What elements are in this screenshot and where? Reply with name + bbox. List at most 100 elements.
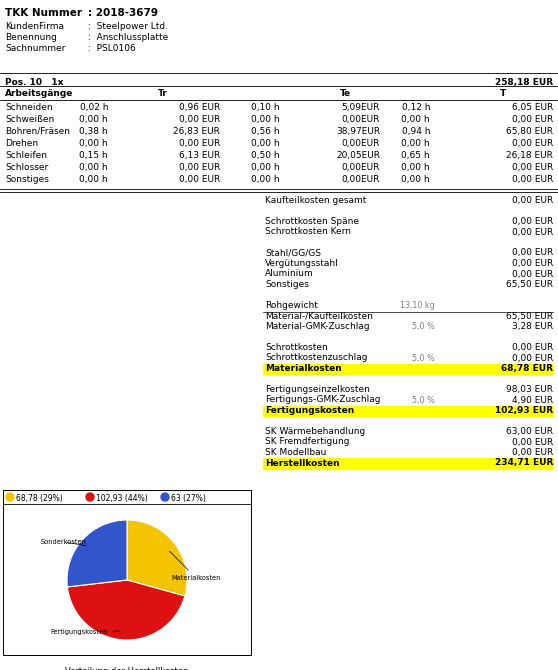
Text: Schrottkosten Späne: Schrottkosten Späne bbox=[265, 217, 359, 226]
Text: 0,00 EUR: 0,00 EUR bbox=[512, 438, 553, 446]
Text: 0,00 EUR: 0,00 EUR bbox=[512, 269, 553, 279]
Text: TKK Nummer: TKK Nummer bbox=[5, 8, 82, 18]
Text: 5,0 %: 5,0 % bbox=[412, 354, 435, 362]
Text: SK Modellbau: SK Modellbau bbox=[265, 448, 326, 457]
Text: Fertigungs-GMK-Zuschlag: Fertigungs-GMK-Zuschlag bbox=[265, 395, 381, 405]
Text: 6,05 EUR: 6,05 EUR bbox=[512, 103, 553, 112]
Text: Sonstiges: Sonstiges bbox=[265, 280, 309, 289]
Text: 0,02 h: 0,02 h bbox=[79, 103, 108, 112]
Text: Materialkosten: Materialkosten bbox=[265, 364, 341, 373]
Text: 0,65 h: 0,65 h bbox=[401, 151, 430, 160]
Wedge shape bbox=[67, 520, 127, 587]
Text: Material-GMK-Zuschlag: Material-GMK-Zuschlag bbox=[265, 322, 369, 331]
Text: Stahl/GG/GS: Stahl/GG/GS bbox=[265, 249, 321, 257]
Text: 0,00 EUR: 0,00 EUR bbox=[512, 196, 553, 205]
Text: 3,28 EUR: 3,28 EUR bbox=[512, 322, 553, 331]
Text: 0,00 h: 0,00 h bbox=[79, 139, 108, 148]
Text: 102,93 EUR: 102,93 EUR bbox=[495, 406, 553, 415]
Text: 0,00 h: 0,00 h bbox=[401, 163, 430, 172]
Text: Schleifen: Schleifen bbox=[5, 151, 47, 160]
Text: 102,93 (44%): 102,93 (44%) bbox=[96, 494, 148, 502]
Text: 68,78 (29%): 68,78 (29%) bbox=[16, 494, 62, 502]
Text: Tr: Tr bbox=[158, 89, 168, 98]
Text: 0,96 EUR: 0,96 EUR bbox=[179, 103, 220, 112]
Text: 234,71 EUR: 234,71 EUR bbox=[494, 458, 553, 468]
Text: Sachnummer: Sachnummer bbox=[5, 44, 65, 53]
Text: 0,00 h: 0,00 h bbox=[79, 175, 108, 184]
Text: 0,00EUR: 0,00EUR bbox=[341, 115, 380, 124]
Text: T: T bbox=[500, 89, 506, 98]
Text: 5,0 %: 5,0 % bbox=[412, 395, 435, 405]
Text: 0,00 EUR: 0,00 EUR bbox=[512, 139, 553, 148]
Text: 0,00 h: 0,00 h bbox=[251, 139, 280, 148]
Text: 0,00 h: 0,00 h bbox=[401, 175, 430, 184]
Text: 0,00 h: 0,00 h bbox=[251, 175, 280, 184]
Text: SK Wärmebehandlung: SK Wärmebehandlung bbox=[265, 427, 365, 436]
Text: KundenFirma: KundenFirma bbox=[5, 22, 64, 31]
Text: Drehen: Drehen bbox=[5, 139, 38, 148]
Text: 0,56 h: 0,56 h bbox=[251, 127, 280, 136]
Text: 0,00EUR: 0,00EUR bbox=[341, 139, 380, 148]
Text: : 2018-3679: : 2018-3679 bbox=[88, 8, 158, 18]
Text: Verteilung der Herstellkosten: Verteilung der Herstellkosten bbox=[65, 667, 189, 670]
Text: 0,00 h: 0,00 h bbox=[251, 115, 280, 124]
Text: Kaufteilkosten gesamt: Kaufteilkosten gesamt bbox=[265, 196, 367, 205]
Text: Benennung: Benennung bbox=[5, 33, 57, 42]
Text: 0,94 h: 0,94 h bbox=[402, 127, 430, 136]
Text: :  Steelpower Ltd.: : Steelpower Ltd. bbox=[88, 22, 168, 31]
Text: 0,00 EUR: 0,00 EUR bbox=[512, 115, 553, 124]
Text: Te: Te bbox=[339, 89, 350, 98]
Text: Sonderkosten: Sonderkosten bbox=[41, 539, 87, 545]
Text: 5,09EUR: 5,09EUR bbox=[341, 103, 380, 112]
Circle shape bbox=[86, 493, 94, 501]
Text: 0,00 EUR: 0,00 EUR bbox=[512, 249, 553, 257]
Text: 0,00 EUR: 0,00 EUR bbox=[512, 228, 553, 237]
Text: 0,00EUR: 0,00EUR bbox=[341, 163, 380, 172]
Text: Schneiden: Schneiden bbox=[5, 103, 52, 112]
Text: 0,00EUR: 0,00EUR bbox=[341, 175, 380, 184]
Text: Rohgewicht: Rohgewicht bbox=[265, 301, 318, 310]
Text: Fertigungskosten: Fertigungskosten bbox=[50, 629, 121, 635]
Text: Vergütungsstahl: Vergütungsstahl bbox=[265, 259, 339, 268]
Bar bbox=[263, 405, 553, 416]
Text: 0,00 EUR: 0,00 EUR bbox=[512, 448, 553, 457]
Text: Schlosser: Schlosser bbox=[5, 163, 48, 172]
Text: :  Anschlussplatte: : Anschlussplatte bbox=[88, 33, 169, 42]
Text: Sonstiges: Sonstiges bbox=[5, 175, 49, 184]
Text: 20,05EUR: 20,05EUR bbox=[336, 151, 380, 160]
Text: 0,12 h: 0,12 h bbox=[402, 103, 430, 112]
Text: 0,00 EUR: 0,00 EUR bbox=[512, 354, 553, 362]
Text: :  PSL0106: : PSL0106 bbox=[88, 44, 136, 53]
Text: Schrottkosten: Schrottkosten bbox=[265, 343, 328, 352]
Wedge shape bbox=[127, 520, 187, 596]
Text: 98,03 EUR: 98,03 EUR bbox=[506, 385, 553, 394]
Bar bbox=[263, 364, 553, 374]
Text: 0,50 h: 0,50 h bbox=[251, 151, 280, 160]
Bar bbox=[263, 458, 553, 468]
Text: 26,18 EUR: 26,18 EUR bbox=[506, 151, 553, 160]
Text: Material-/Kaufteilkosten: Material-/Kaufteilkosten bbox=[265, 312, 373, 320]
Text: 38,97EUR: 38,97EUR bbox=[336, 127, 380, 136]
Text: 0,00 h: 0,00 h bbox=[401, 115, 430, 124]
Circle shape bbox=[6, 493, 14, 501]
Text: Schrottkosten Kern: Schrottkosten Kern bbox=[265, 228, 351, 237]
Text: Pos. 10   1x: Pos. 10 1x bbox=[5, 78, 64, 87]
Text: 4,90 EUR: 4,90 EUR bbox=[512, 395, 553, 405]
Text: 65,80 EUR: 65,80 EUR bbox=[506, 127, 553, 136]
Text: 0,38 h: 0,38 h bbox=[79, 127, 108, 136]
Text: 5,0 %: 5,0 % bbox=[412, 322, 435, 331]
Text: 0,15 h: 0,15 h bbox=[79, 151, 108, 160]
Text: 65,50 EUR: 65,50 EUR bbox=[506, 280, 553, 289]
Circle shape bbox=[161, 493, 169, 501]
Text: 63 (27%): 63 (27%) bbox=[171, 494, 206, 502]
Text: 0,00 EUR: 0,00 EUR bbox=[512, 175, 553, 184]
Text: 13,10 kg: 13,10 kg bbox=[400, 301, 435, 310]
Text: 65,50 EUR: 65,50 EUR bbox=[506, 312, 553, 320]
Text: Fertigungseinzelkosten: Fertigungseinzelkosten bbox=[265, 385, 370, 394]
Text: 0,00 h: 0,00 h bbox=[79, 115, 108, 124]
Text: 6,13 EUR: 6,13 EUR bbox=[179, 151, 220, 160]
Text: 0,00 EUR: 0,00 EUR bbox=[179, 175, 220, 184]
Text: 0,00 EUR: 0,00 EUR bbox=[179, 139, 220, 148]
Text: Arbeitsgänge: Arbeitsgänge bbox=[5, 89, 73, 98]
Text: 0,00 EUR: 0,00 EUR bbox=[179, 115, 220, 124]
